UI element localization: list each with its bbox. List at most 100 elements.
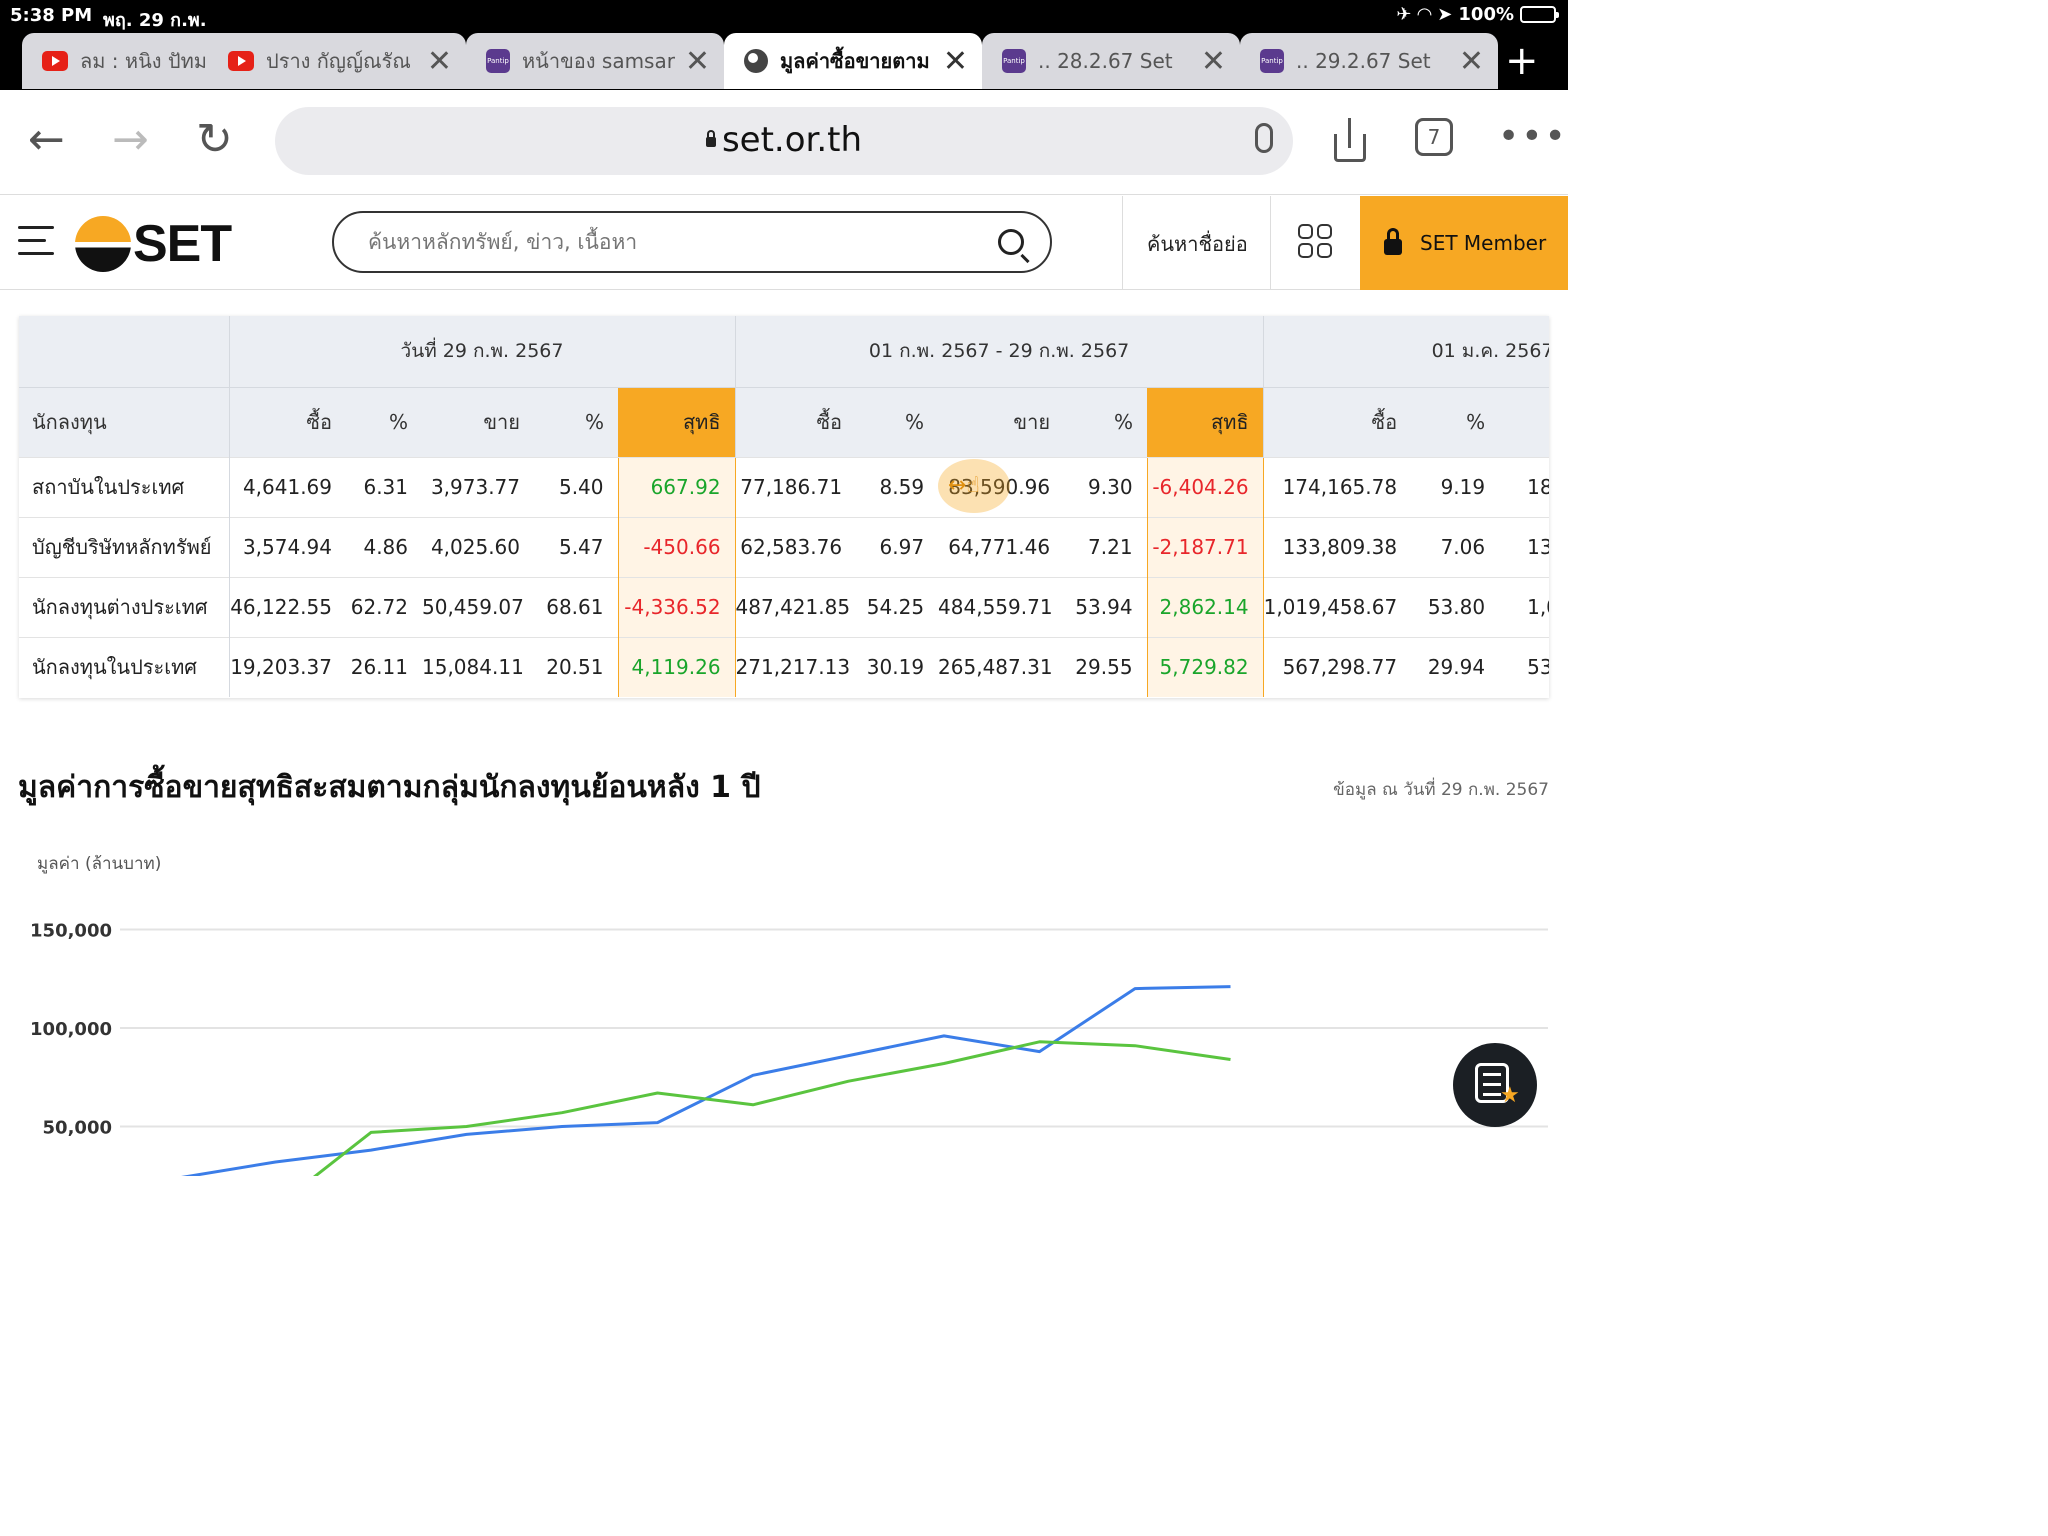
watchlist-fab-button[interactable]: ★: [1453, 1043, 1537, 1127]
set-member-button[interactable]: SET Member: [1360, 196, 1568, 290]
col-buy: ซื้อ: [734, 386, 857, 457]
tab-overview-button[interactable]: 7: [1415, 118, 1453, 156]
browser-tab[interactable]: Pantip หน้าของ samsar ✕: [466, 33, 724, 89]
close-tab-icon[interactable]: ✕: [942, 43, 968, 79]
table-cell: 46,122.55: [228, 576, 346, 637]
new-tab-icon[interactable]: +: [1505, 38, 1539, 84]
chart-title: มูลค่าการซื้อขายสุทธิสะสมตามกลุ่มนักลงทุ…: [18, 770, 761, 805]
browser-tab[interactable]: ปราง กัญญ์ณรัณ ✕: [208, 33, 466, 89]
share-icon[interactable]: [1332, 118, 1368, 162]
search-input[interactable]: [368, 223, 968, 261]
set-logo[interactable]: SET: [75, 214, 232, 274]
status-date: พฤ. 29 ก.พ.: [103, 10, 207, 31]
hamburger-menu-icon[interactable]: [18, 226, 54, 265]
table-cell: 5.40: [534, 456, 618, 517]
reload-icon[interactable]: ↻: [196, 114, 233, 165]
lock-icon: [705, 129, 716, 147]
table-cell: 567,298.77: [1262, 636, 1412, 697]
table-cell: 29.55: [1064, 636, 1148, 697]
close-tab-icon[interactable]: ✕: [1458, 43, 1484, 79]
microphone-icon[interactable]: [1255, 123, 1273, 153]
col-buy: ซื้อ: [1262, 386, 1412, 457]
period-month: 01 ก.พ. 2567 - 29 ก.พ. 2567: [734, 316, 1264, 387]
table-cell: 26.11: [346, 636, 422, 697]
browser-toolbar: ← → ↻ set.or.th 7 •••: [0, 90, 1568, 195]
table-cell: 30.19: [856, 636, 939, 697]
table-cell: 174,165.78: [1262, 456, 1412, 517]
browser-tab[interactable]: Pantip .. 29.2.67 Set ✕: [1240, 33, 1498, 89]
browser-tab[interactable]: ลม : หนิง ปัทม: [22, 33, 236, 89]
table-cell: 29.94: [1411, 636, 1500, 697]
status-bar: 5:38 PM พฤ. 29 ก.พ. ✈ ◠ ➤ 100%: [0, 0, 1568, 32]
table-cell: 182,: [1499, 456, 1549, 517]
col-net: สุทธิ: [1147, 386, 1264, 457]
site-search[interactable]: [332, 211, 1052, 273]
battery-percent: 100%: [1458, 4, 1514, 25]
browser-tab-active[interactable]: มูลค่าซื้อขายตาม ✕: [724, 33, 982, 89]
close-tab-icon[interactable]: ✕: [426, 43, 452, 79]
back-arrow-icon[interactable]: ←: [28, 114, 65, 165]
table-row: นักลงทุนในประเทศ 19,203.37 26.11 15,084.11 2…: [19, 636, 1549, 697]
set-logo-mark: [75, 216, 131, 272]
investor-trading-table[interactable]: วันที่ 29 ก.พ. 2567 01 ก.พ. 2567 - 29 ก.…: [19, 316, 1549, 698]
net-value-cell: -4,336.52: [617, 576, 736, 637]
table-cell: 9.19: [1411, 456, 1500, 517]
y-axis-label: มูลค่า (ล้านบาท): [37, 854, 161, 874]
column-header-row: นักลงทุน ซื้อ % ขาย % สุทธิ ซื้อ % ขาย %…: [19, 386, 1549, 457]
set-logo-text: SET: [133, 215, 232, 273]
table-cell: 19,203.37: [228, 636, 346, 697]
investor-name: นักลงทุนในประเทศ: [19, 636, 229, 697]
net-value-cell: -2,187.71: [1146, 516, 1264, 577]
col-buy-pct: %: [346, 386, 422, 457]
net-value-cell: -6,404.26: [1146, 456, 1264, 517]
table-cell: 62,583.76: [734, 516, 857, 577]
period-header-row: วันที่ 29 ก.พ. 2567 01 ก.พ. 2567 - 29 ก.…: [19, 316, 1549, 387]
col-net: สุทธิ: [618, 386, 736, 457]
pantip-icon: Pantip: [1260, 49, 1284, 73]
table-cell: 6.31: [346, 456, 422, 517]
apps-grid-icon[interactable]: [1298, 224, 1332, 258]
net-value-cell: 4,119.26: [617, 636, 736, 697]
table-cell: 68.61: [534, 576, 618, 637]
y-tick-label: 50,000: [43, 1118, 112, 1139]
document-icon: [1475, 1063, 1509, 1103]
table-row: บัญชีบริษัทหลักทรัพย์ 3,574.94 4.86 4,025.6…: [19, 516, 1549, 577]
col-sell-pct: %: [1064, 386, 1148, 457]
status-time: 5:38 PM: [10, 5, 93, 26]
table-cell: 7.21: [1064, 516, 1148, 577]
youtube-icon: [42, 51, 68, 71]
table-cell: 3,973.77: [422, 456, 534, 517]
tab-label: .. 29.2.67 Set: [1296, 49, 1431, 73]
url-text: set.or.th: [721, 120, 863, 160]
net-value-cell: 5,729.82: [1146, 636, 1264, 697]
forward-arrow-icon[interactable]: →: [112, 114, 149, 165]
touch-pointer-icon: ↔☝: [938, 459, 1010, 513]
table-cell: 9.30: [1064, 456, 1148, 517]
browser-tab[interactable]: Pantip .. 28.2.67 Set ✕: [982, 33, 1240, 89]
table-cell: 1,047,: [1499, 576, 1549, 637]
series-line-1: [312, 1040, 1231, 1176]
col-buy: ซื้อ: [228, 386, 346, 457]
table-cell: 53.94: [1064, 576, 1148, 637]
table-cell: 7.06: [1411, 516, 1500, 577]
gridlines: 150,000 100,000 50,000: [30, 921, 1548, 1139]
table-cell: 3,574.94: [228, 516, 346, 577]
battery-icon: [1520, 6, 1559, 23]
table-cell: 77,186.71: [734, 456, 857, 517]
table-cell: 4.86: [346, 516, 422, 577]
table-cell: 271,217.13: [734, 636, 857, 697]
address-bar[interactable]: set.or.th: [275, 107, 1293, 175]
table-cell: 487,421.85: [734, 576, 857, 637]
y-tick-label: 100,000: [30, 1019, 112, 1040]
table-cell: 6.97: [856, 516, 939, 577]
more-options-icon[interactable]: •••: [1498, 116, 1568, 157]
search-icon[interactable]: [998, 229, 1024, 255]
table-cell: 4,025.60: [422, 516, 534, 577]
close-tab-icon[interactable]: ✕: [684, 43, 710, 79]
y-tick-label: 150,000: [30, 921, 112, 942]
short-name-search-link[interactable]: ค้นหาชื่อย่อ: [1147, 232, 1248, 256]
close-tab-icon[interactable]: ✕: [1200, 43, 1226, 79]
table-cell: 64,771.46: [938, 516, 1065, 577]
table-cell: 83,590.96: [938, 456, 1065, 517]
table-cell: 530,: [1499, 636, 1549, 697]
